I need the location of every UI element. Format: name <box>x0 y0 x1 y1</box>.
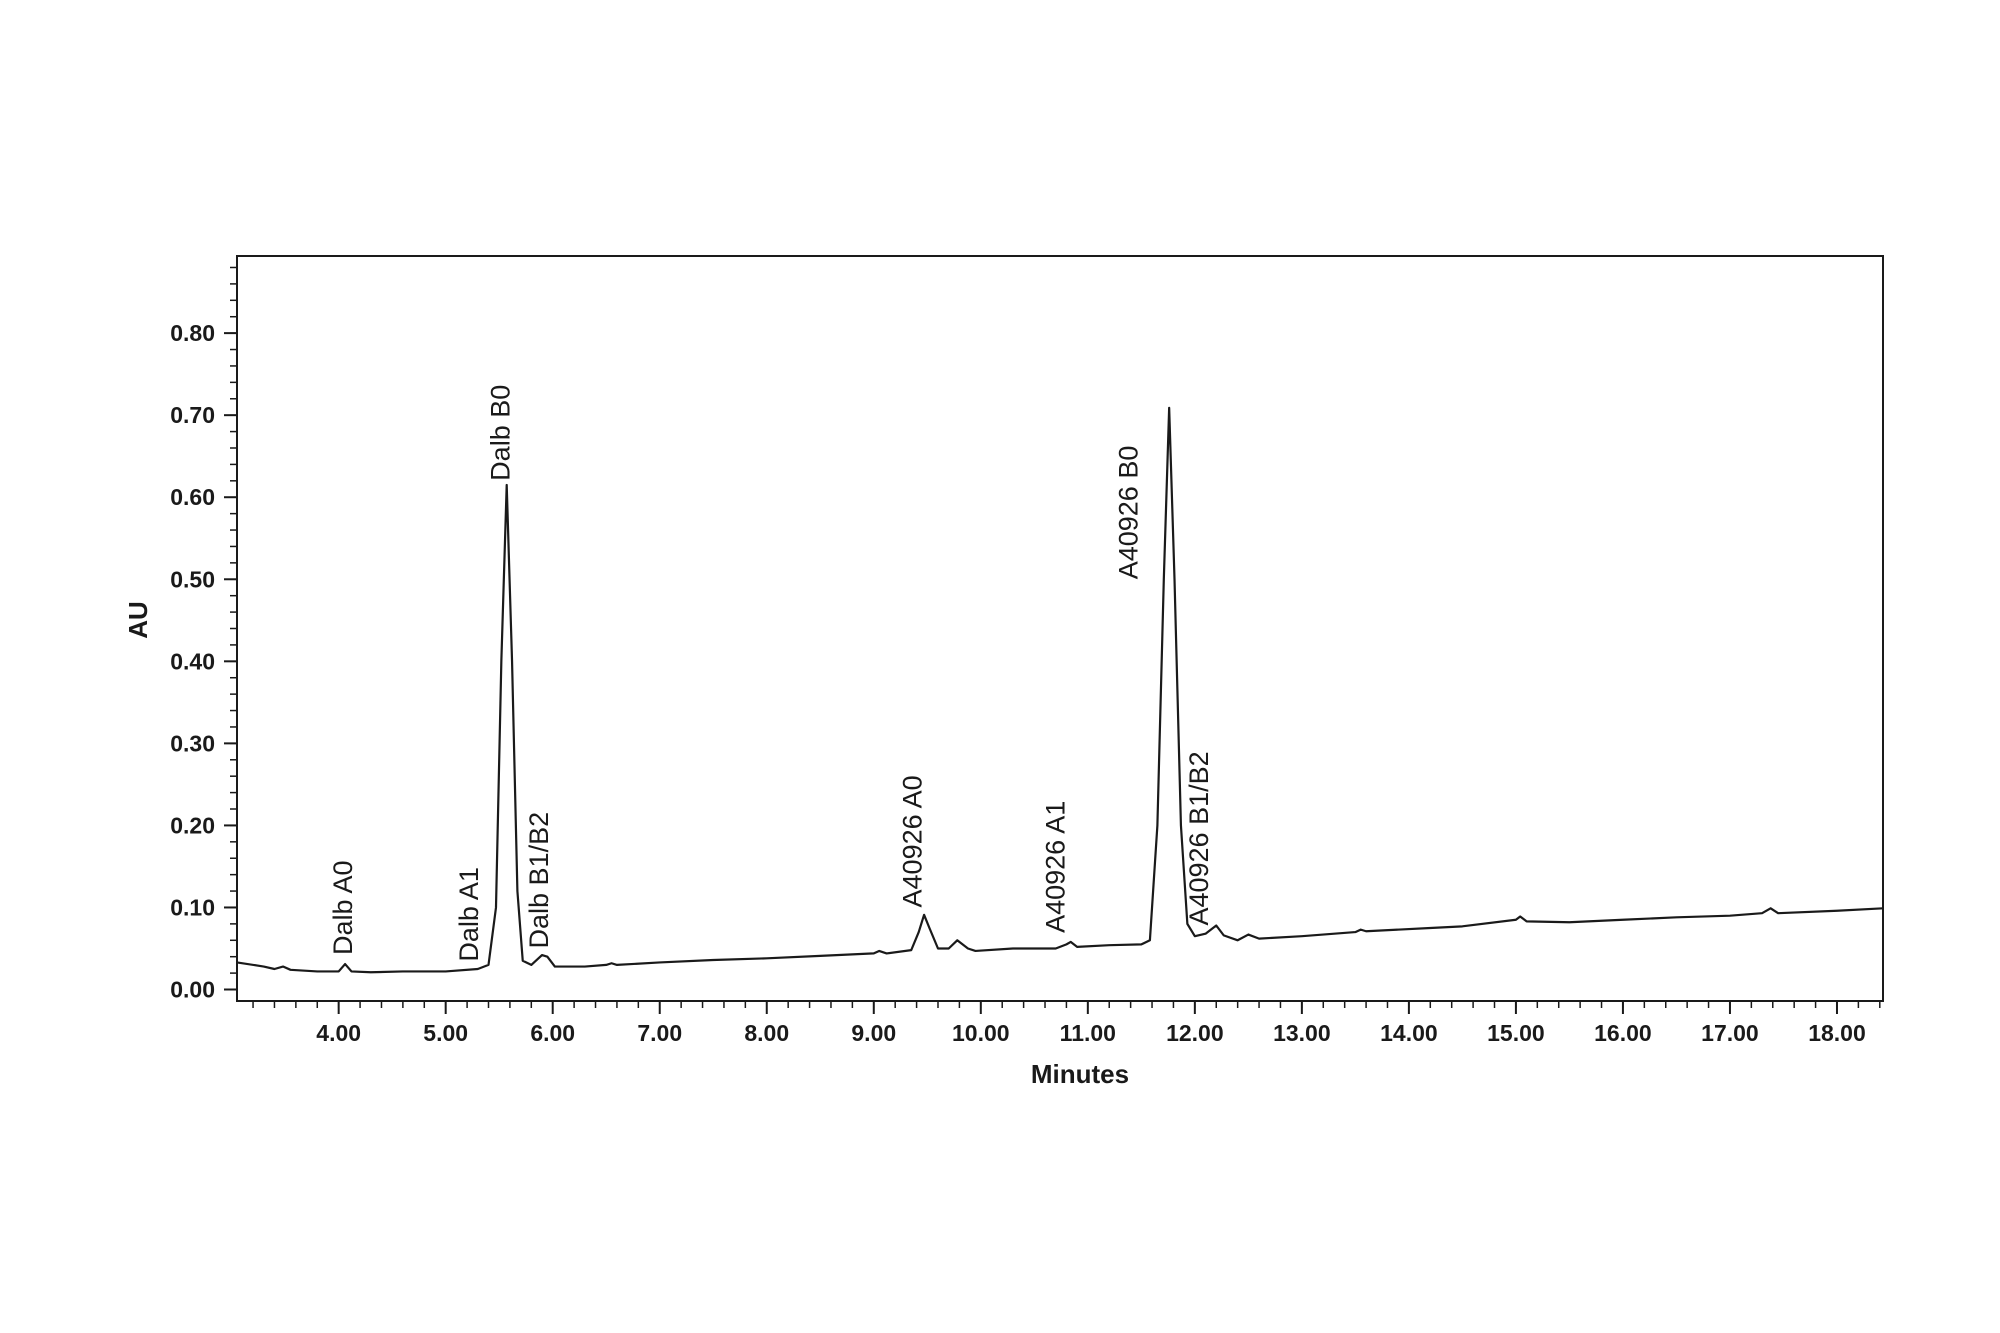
y-tick-label: 0.80 <box>170 320 215 346</box>
peak-label: Dalb B0 <box>485 385 515 481</box>
peak-label: A40926 A1 <box>1041 801 1071 933</box>
peak-label: Dalb B1/B2 <box>524 812 554 949</box>
y-tick-label: 0.70 <box>170 402 215 428</box>
x-tick-label: 16.00 <box>1594 1020 1652 1046</box>
x-tick-label: 5.00 <box>423 1020 468 1046</box>
x-axis-title: Minutes <box>1031 1059 1129 1089</box>
y-tick-label: 0.00 <box>170 977 215 1003</box>
y-tick-label: 0.30 <box>170 730 215 756</box>
x-tick-label: 15.00 <box>1487 1020 1545 1046</box>
x-tick-label: 8.00 <box>744 1020 789 1046</box>
y-axis-title: AU <box>123 601 153 639</box>
x-tick-label: 13.00 <box>1273 1020 1331 1046</box>
y-tick-label: 0.20 <box>170 812 215 838</box>
x-tick-label: 11.00 <box>1060 1020 1116 1046</box>
x-tick-label: 12.00 <box>1166 1020 1224 1046</box>
x-tick-label: 18.00 <box>1808 1020 1866 1046</box>
peak-label: Dalb A0 <box>328 860 358 955</box>
x-tick-label: 17.00 <box>1701 1020 1759 1046</box>
x-tick-label: 14.00 <box>1380 1020 1438 1046</box>
trace-line <box>236 406 1884 974</box>
peak-label: Dalb A1 <box>454 867 484 962</box>
x-tick-label: 7.00 <box>637 1020 682 1046</box>
peak-label: A40926 A0 <box>897 775 927 907</box>
x-tick-label: 9.00 <box>851 1020 896 1046</box>
y-tick-label: 0.40 <box>170 648 215 674</box>
y-tick-label: 0.10 <box>170 894 215 920</box>
peak-label: A40926 B1/B2 <box>1184 751 1214 925</box>
x-tick-label: 10.00 <box>952 1020 1010 1046</box>
x-tick-label: 6.00 <box>530 1020 575 1046</box>
x-tick-label: 4.00 <box>316 1020 361 1046</box>
y-tick-label: 0.60 <box>170 484 215 510</box>
y-tick-label: 0.50 <box>170 566 215 592</box>
peak-label: A40926 B0 <box>1113 446 1143 580</box>
